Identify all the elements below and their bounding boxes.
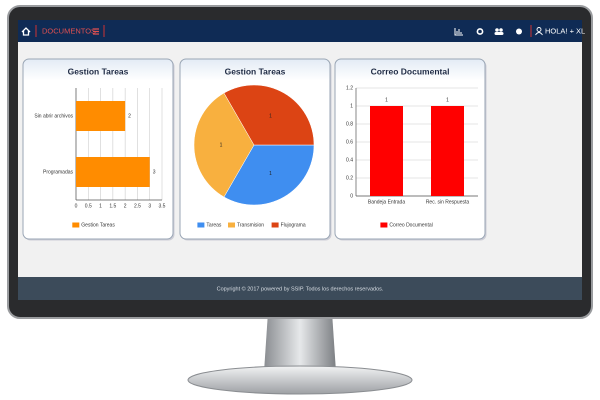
- data-label: 1: [220, 142, 223, 148]
- legend-swatch: [228, 222, 235, 228]
- y-tick-label: 0: [350, 193, 353, 199]
- navbar: [18, 20, 582, 42]
- data-label: 1: [269, 114, 272, 120]
- bar: [76, 101, 126, 131]
- x-tick-label: Rec. sin Respuesta: [426, 199, 470, 205]
- data-label: 1: [269, 171, 272, 177]
- settings-icon[interactable]: [476, 28, 484, 35]
- panel-title: Gestion Tareas: [225, 66, 286, 76]
- x-tick-label: 2.5: [134, 203, 141, 209]
- footer-text: Copyright © 2017 powered by SSIP. Todos …: [217, 285, 384, 292]
- legend-label: Gestion Tareas: [81, 222, 115, 228]
- monitor-base: [187, 365, 413, 395]
- y-tick-label: Programadas: [43, 169, 74, 175]
- x-tick-label: 0: [75, 203, 78, 209]
- legend-label: Correo Documental: [389, 222, 432, 228]
- legend-label: Tareas: [206, 222, 222, 228]
- legend-swatch: [271, 222, 279, 228]
- y-tick-label: 1.2: [346, 85, 353, 91]
- menu-icon[interactable]: [93, 28, 99, 35]
- x-tick-label: 3.5: [159, 203, 166, 209]
- y-tick-label: 0.8: [346, 121, 353, 127]
- y-tick-label: 1: [350, 103, 353, 109]
- pie-slice: [223, 84, 315, 146]
- nav-greeting[interactable]: HOLA! + XL: [545, 26, 585, 35]
- legend-swatch: [72, 222, 80, 228]
- legend-swatch: [197, 222, 205, 228]
- x-tick-label: 0.5: [85, 203, 92, 209]
- help-icon[interactable]: [516, 28, 522, 35]
- x-tick-label: Bandeja Entrada: [368, 199, 405, 205]
- x-tick-label: 3: [148, 203, 151, 209]
- bar: [76, 157, 150, 187]
- panel-title: Correo Documental: [371, 66, 450, 76]
- x-tick-label: 1.5: [109, 203, 116, 209]
- data-label: 1: [446, 97, 449, 103]
- legend-label: Flujograma: [281, 222, 306, 228]
- y-tick-label: 0.4: [346, 157, 353, 163]
- panel-title: Gestion Tareas: [68, 66, 129, 76]
- y-tick-label: Sin abrir archivos: [34, 113, 73, 119]
- nav-brand[interactable]: DOCUMENTOS: [42, 26, 96, 35]
- x-tick-label: 2: [124, 203, 127, 209]
- users-icon[interactable]: [494, 28, 504, 35]
- data-label: 3: [153, 169, 156, 175]
- y-tick-label: 0.2: [346, 175, 353, 181]
- monitor-neck: [264, 312, 336, 372]
- pie-slice: [223, 144, 315, 206]
- data-label: 2: [128, 113, 131, 119]
- legend-swatch: [380, 222, 388, 228]
- home-icon[interactable]: [21, 27, 31, 36]
- data-label: 1: [385, 97, 388, 103]
- y-tick-label: 0.6: [346, 139, 353, 145]
- bar: [370, 106, 403, 196]
- bar: [431, 106, 464, 196]
- user-icon[interactable]: [535, 27, 543, 36]
- legend-label: Transmision: [237, 222, 264, 228]
- x-tick-label: 1: [99, 203, 102, 209]
- footer: [18, 277, 582, 300]
- chart-icon[interactable]: [454, 28, 463, 36]
